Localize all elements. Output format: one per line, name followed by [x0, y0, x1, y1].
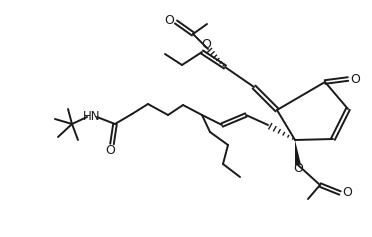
- Text: O: O: [164, 14, 174, 27]
- Text: O: O: [350, 73, 360, 86]
- Text: O: O: [105, 143, 115, 156]
- Text: O: O: [293, 163, 303, 176]
- Text: O: O: [201, 37, 211, 50]
- Polygon shape: [295, 140, 301, 165]
- Text: HN: HN: [83, 109, 101, 123]
- Text: O: O: [342, 187, 352, 200]
